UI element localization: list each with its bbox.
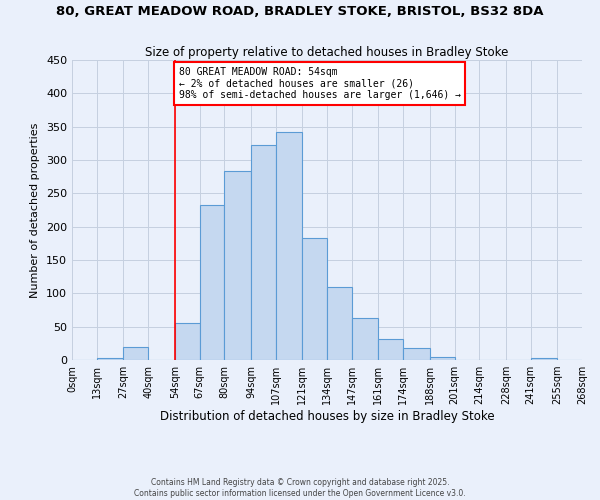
Bar xyxy=(251,144,275,360)
Bar xyxy=(327,286,352,360)
Bar xyxy=(352,318,379,360)
Text: Contains HM Land Registry data © Crown copyright and database right 2025.
Contai: Contains HM Land Registry data © Crown c… xyxy=(134,478,466,498)
Bar xyxy=(530,358,557,360)
Bar xyxy=(97,358,124,360)
Bar xyxy=(302,238,327,360)
Bar xyxy=(224,170,251,360)
Bar xyxy=(199,206,224,360)
Bar xyxy=(430,356,455,360)
Title: Size of property relative to detached houses in Bradley Stoke: Size of property relative to detached ho… xyxy=(145,46,509,59)
Bar xyxy=(379,338,403,360)
Text: 80, GREAT MEADOW ROAD, BRADLEY STOKE, BRISTOL, BS32 8DA: 80, GREAT MEADOW ROAD, BRADLEY STOKE, BR… xyxy=(56,5,544,18)
Text: 80 GREAT MEADOW ROAD: 54sqm
← 2% of detached houses are smaller (26)
98% of semi: 80 GREAT MEADOW ROAD: 54sqm ← 2% of deta… xyxy=(179,66,461,100)
X-axis label: Distribution of detached houses by size in Bradley Stoke: Distribution of detached houses by size … xyxy=(160,410,494,423)
Bar xyxy=(124,346,148,360)
Y-axis label: Number of detached properties: Number of detached properties xyxy=(31,122,40,298)
Bar xyxy=(275,132,302,360)
Bar xyxy=(403,348,430,360)
Bar xyxy=(175,324,199,360)
